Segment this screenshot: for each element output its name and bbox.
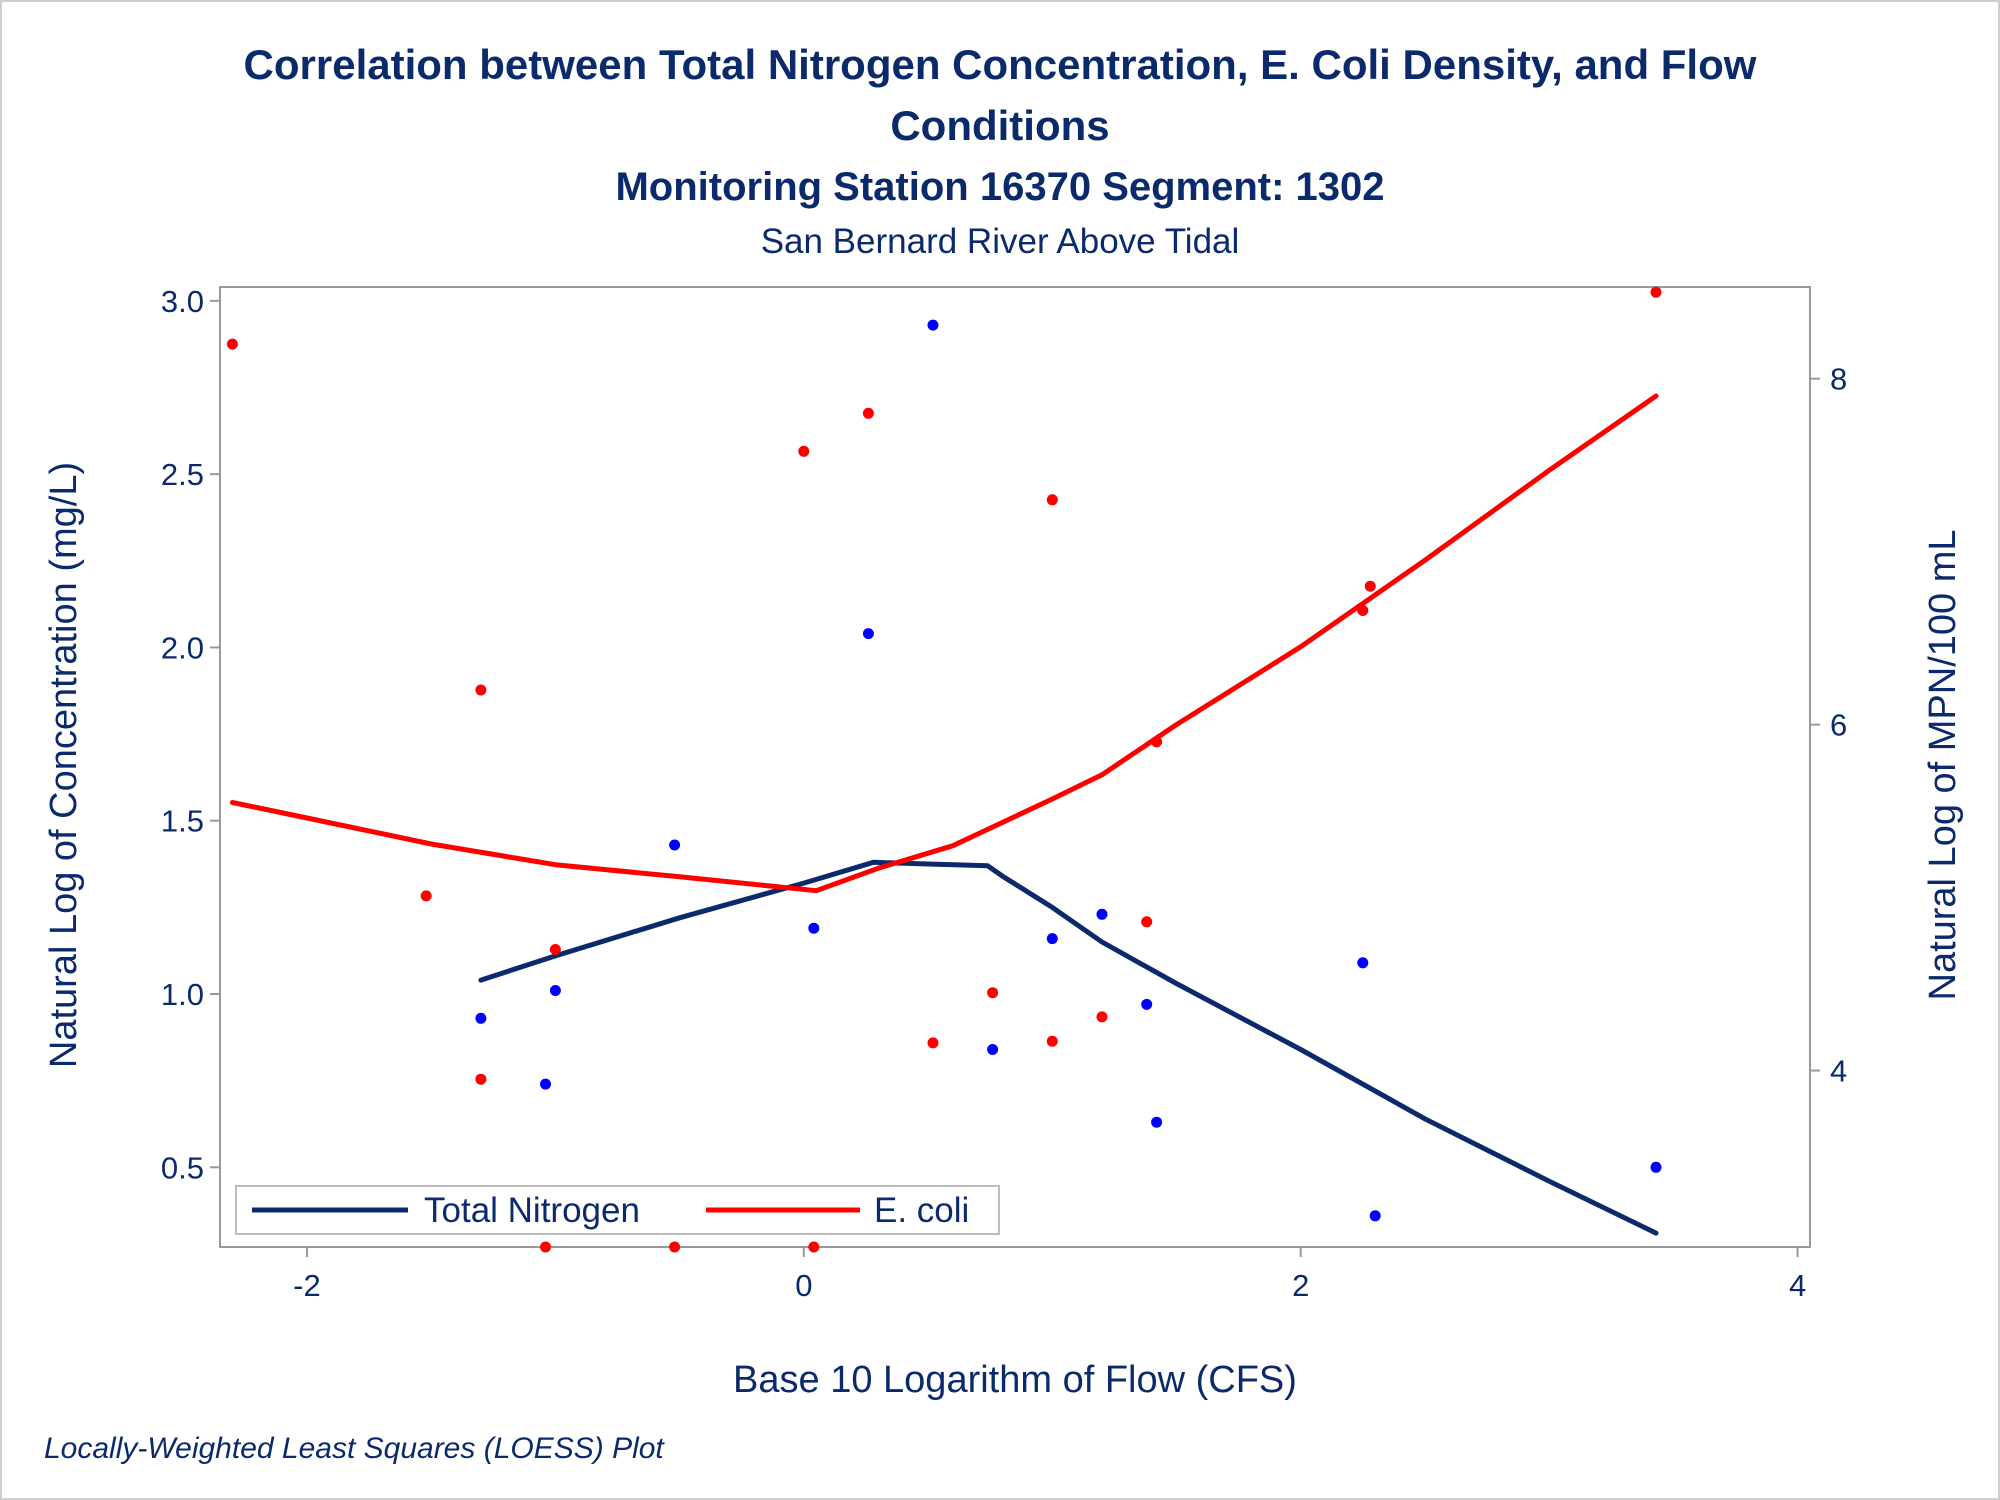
footnote: Locally-Weighted Least Squares (LOESS) P…: [44, 1432, 665, 1465]
point-e-coli: [927, 1037, 939, 1049]
point-e-coli: [808, 1241, 820, 1253]
point-e-coli: [549, 944, 561, 955]
x-axis-ticks: -2 0 2 4: [293, 1247, 1806, 1303]
point-total-nitrogen: [862, 628, 874, 640]
point-total-nitrogen: [1096, 908, 1108, 920]
chart-title: Correlation between Total Nitrogen Conce…: [244, 41, 1757, 88]
loess-lines: [229, 393, 1659, 1236]
point-total-nitrogen: [669, 839, 681, 851]
point-total-nitrogen: [540, 1078, 551, 1090]
x-tick-label: -2: [293, 1268, 321, 1303]
y2-axis-ticks: 4 6 8: [1810, 362, 1847, 1089]
legend-label-e-coli: E. coli: [874, 1191, 969, 1230]
point-e-coli: [1096, 1011, 1108, 1023]
point-total-nitrogen: [1046, 933, 1058, 945]
point-total-nitrogen: [475, 1012, 487, 1024]
chart-subtitle: Monitoring Station 16370 Segment: 1302: [615, 165, 1384, 209]
data-points: [226, 286, 1662, 1253]
point-e-coli: [1650, 286, 1662, 298]
y2-axis-label: Natural Log of MPN/100 mL: [1922, 529, 1964, 1000]
chart-title-line2: Conditions: [890, 102, 1109, 149]
point-e-coli: [1364, 580, 1376, 592]
point-e-coli: [540, 1241, 551, 1253]
point-e-coli: [862, 407, 874, 419]
point-e-coli: [475, 1073, 487, 1085]
y-tick-label: 2.5: [161, 457, 204, 492]
point-total-nitrogen: [927, 319, 939, 331]
plot-area: [219, 286, 1811, 1248]
point-total-nitrogen: [1151, 1116, 1163, 1128]
y-axis-label: Natural Log of Concentration (mg/L): [43, 462, 85, 1068]
point-e-coli: [669, 1241, 681, 1253]
point-e-coli: [987, 987, 999, 999]
point-total-nitrogen: [1650, 1161, 1662, 1173]
point-total-nitrogen: [1141, 998, 1153, 1010]
y-tick-label: 1.0: [161, 977, 204, 1012]
point-total-nitrogen: [987, 1044, 999, 1055]
y2-tick-label: 6: [1830, 708, 1847, 743]
point-e-coli: [1046, 1035, 1058, 1047]
point-e-coli: [1357, 605, 1369, 616]
point-e-coli: [1151, 736, 1163, 748]
y-tick-label: 1.5: [161, 804, 204, 839]
point-total-nitrogen: [1357, 957, 1369, 969]
legend: Total Nitrogen E. coli: [235, 1185, 1000, 1235]
y-axis-ticks: 0.5 1.0 1.5 2.0 2.5 3.0: [161, 284, 220, 1185]
point-e-coli: [1046, 494, 1058, 506]
x-tick-label: 0: [795, 1268, 812, 1303]
x-tick-label: 4: [1789, 1268, 1806, 1303]
loess-line-total-nitrogen: [478, 859, 1659, 1236]
loess-line-e-coli: [229, 393, 1659, 894]
point-e-coli: [475, 684, 487, 696]
chart-subtitle2: San Bernard River Above Tidal: [761, 222, 1240, 261]
point-total-nitrogen: [549, 985, 561, 996]
y-tick-label: 0.5: [161, 1150, 204, 1185]
y2-tick-label: 4: [1830, 1054, 1847, 1089]
y-tick-label: 3.0: [161, 284, 204, 319]
x-axis-label: Base 10 Logarithm of Flow (CFS): [733, 1359, 1297, 1401]
point-e-coli: [420, 890, 432, 902]
point-total-nitrogen: [1369, 1210, 1381, 1222]
legend-label-total-nitrogen: Total Nitrogen: [424, 1191, 640, 1230]
x-tick-label: 2: [1292, 1268, 1309, 1303]
point-e-coli: [798, 445, 810, 457]
y-tick-label: 2.0: [161, 630, 204, 665]
y2-tick-label: 8: [1830, 362, 1847, 397]
point-e-coli: [226, 338, 238, 350]
point-total-nitrogen: [808, 922, 820, 934]
point-e-coli: [1141, 916, 1153, 928]
